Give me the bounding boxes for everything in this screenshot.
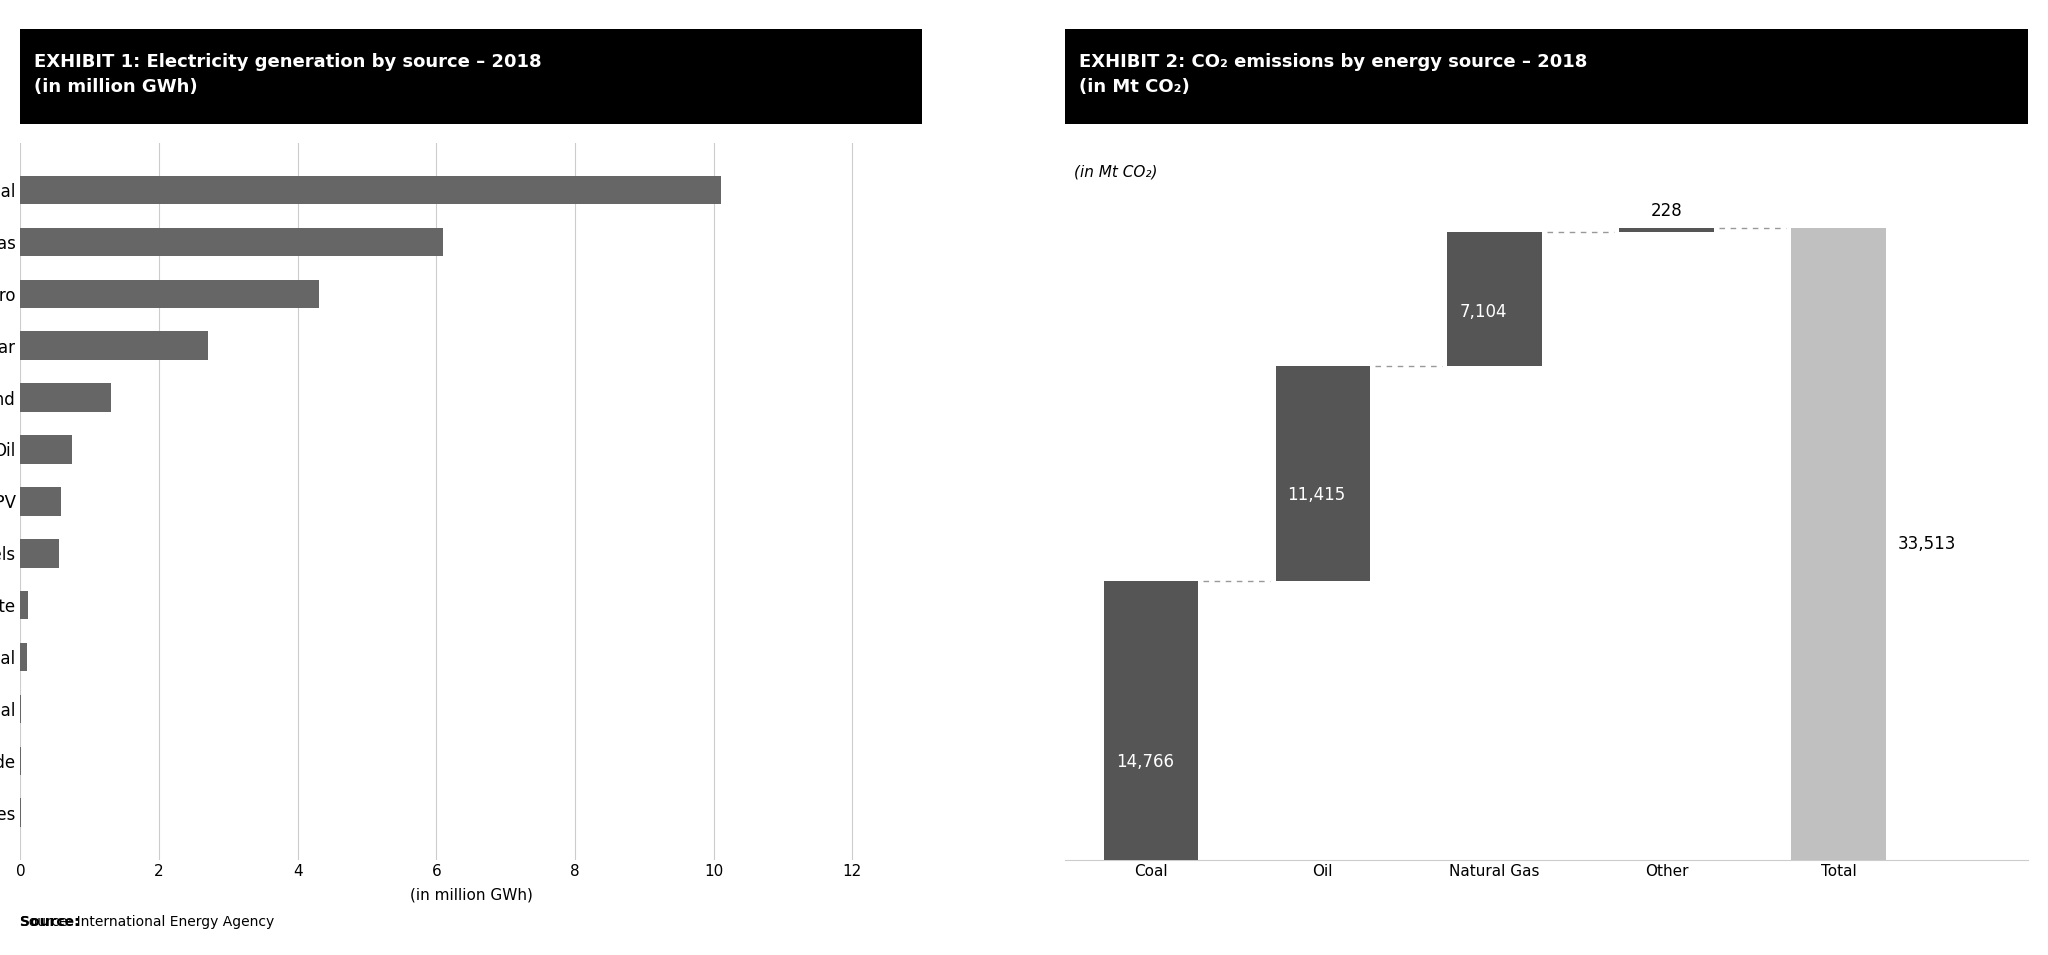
Bar bbox=[20, 487, 61, 516]
Bar bbox=[20, 280, 319, 308]
Text: Source: International Energy Agency: Source: International Energy Agency bbox=[20, 915, 274, 929]
Bar bbox=[1104, 582, 1198, 860]
Text: 14,766: 14,766 bbox=[1116, 753, 1174, 771]
Text: (in Mt CO₂): (in Mt CO₂) bbox=[1073, 164, 1157, 180]
Text: 228: 228 bbox=[1651, 202, 1683, 221]
Text: EXHIBIT 2: CO₂ emissions by energy source – 2018
(in Mt CO₂): EXHIBIT 2: CO₂ emissions by energy sourc… bbox=[1079, 53, 1587, 96]
Bar bbox=[20, 435, 72, 464]
Text: 11,415: 11,415 bbox=[1288, 486, 1346, 504]
Bar bbox=[1448, 232, 1542, 366]
Bar bbox=[1276, 366, 1370, 582]
X-axis label: (in million GWh): (in million GWh) bbox=[410, 888, 532, 902]
Bar bbox=[20, 176, 721, 204]
Bar bbox=[1792, 228, 1886, 860]
Text: 33,513: 33,513 bbox=[1898, 535, 1956, 553]
Text: EXHIBIT 1: Electricity generation by source – 2018
(in million GWh): EXHIBIT 1: Electricity generation by sou… bbox=[35, 53, 541, 96]
Bar bbox=[20, 331, 207, 360]
Bar bbox=[20, 591, 29, 620]
Bar bbox=[20, 383, 111, 412]
Bar bbox=[1620, 228, 1714, 232]
Bar bbox=[20, 643, 27, 671]
Text: Source:: Source: bbox=[20, 915, 80, 929]
Text: 7,104: 7,104 bbox=[1460, 304, 1507, 322]
Bar bbox=[20, 227, 442, 256]
Bar bbox=[20, 539, 59, 567]
